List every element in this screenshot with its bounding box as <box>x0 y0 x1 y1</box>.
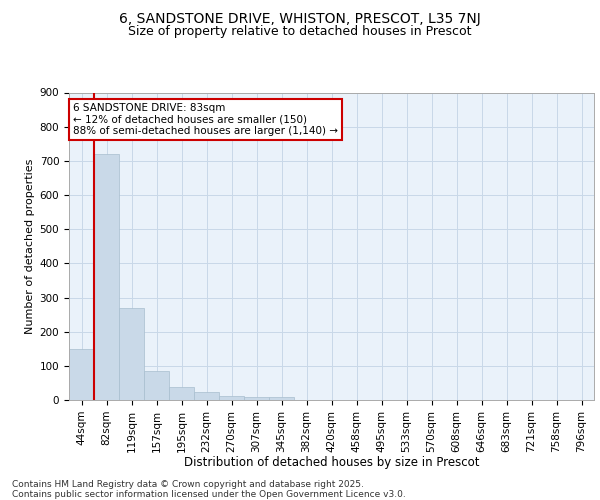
Text: Size of property relative to detached houses in Prescot: Size of property relative to detached ho… <box>128 25 472 38</box>
Text: 6, SANDSTONE DRIVE, WHISTON, PRESCOT, L35 7NJ: 6, SANDSTONE DRIVE, WHISTON, PRESCOT, L3… <box>119 12 481 26</box>
Bar <box>144 371 169 400</box>
Y-axis label: Number of detached properties: Number of detached properties <box>25 158 35 334</box>
Text: 6 SANDSTONE DRIVE: 83sqm
← 12% of detached houses are smaller (150)
88% of semi-: 6 SANDSTONE DRIVE: 83sqm ← 12% of detach… <box>73 103 338 136</box>
Bar <box>94 154 119 400</box>
Text: Contains HM Land Registry data © Crown copyright and database right 2025.
Contai: Contains HM Land Registry data © Crown c… <box>12 480 406 500</box>
Bar <box>269 396 294 400</box>
Bar <box>169 388 194 400</box>
Bar <box>219 396 244 400</box>
X-axis label: Distribution of detached houses by size in Prescot: Distribution of detached houses by size … <box>184 456 479 469</box>
Bar <box>69 349 94 400</box>
Bar <box>119 308 144 400</box>
Bar <box>244 398 269 400</box>
Bar <box>194 392 219 400</box>
